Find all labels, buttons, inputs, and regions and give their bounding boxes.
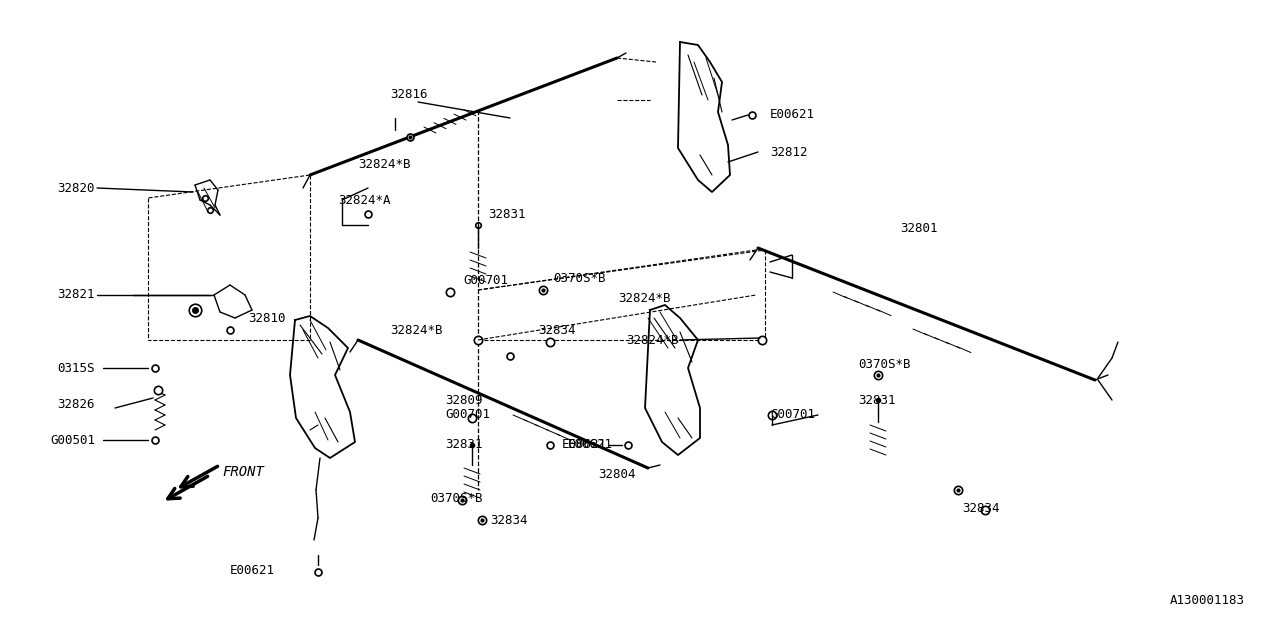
Text: 32824*B: 32824*B bbox=[390, 323, 443, 337]
Text: G00701: G00701 bbox=[463, 273, 508, 287]
Text: 0370S*B: 0370S*B bbox=[858, 358, 910, 371]
Text: E00621: E00621 bbox=[230, 563, 275, 577]
Text: 32834: 32834 bbox=[490, 513, 527, 527]
Text: FRONT: FRONT bbox=[221, 465, 264, 479]
Text: 32809: 32809 bbox=[445, 394, 483, 406]
Text: E00621: E00621 bbox=[771, 109, 815, 122]
Text: 32826: 32826 bbox=[58, 399, 95, 412]
Text: G00701: G00701 bbox=[771, 408, 815, 422]
Text: E00621: E00621 bbox=[568, 438, 613, 451]
Text: 32824*A: 32824*A bbox=[338, 193, 390, 207]
Text: G00501: G00501 bbox=[50, 433, 95, 447]
Text: 32831: 32831 bbox=[445, 438, 483, 451]
Text: 32804: 32804 bbox=[598, 468, 635, 481]
Text: 32821: 32821 bbox=[58, 289, 95, 301]
Text: 0370S*B: 0370S*B bbox=[553, 271, 605, 285]
Text: 32824*B: 32824*B bbox=[626, 333, 678, 346]
Text: 32801: 32801 bbox=[900, 221, 937, 234]
Text: 0315S: 0315S bbox=[58, 362, 95, 374]
Text: G00701: G00701 bbox=[445, 408, 490, 422]
Text: 0370S*B: 0370S*B bbox=[430, 492, 483, 504]
Text: 32810: 32810 bbox=[248, 312, 285, 324]
Text: 32816: 32816 bbox=[390, 88, 428, 102]
Text: 32812: 32812 bbox=[771, 145, 808, 159]
Text: 32831: 32831 bbox=[858, 394, 896, 406]
Text: 32824*B: 32824*B bbox=[358, 159, 411, 172]
Text: A130001183: A130001183 bbox=[1170, 593, 1245, 607]
Text: 32834: 32834 bbox=[963, 502, 1000, 515]
Text: 32820: 32820 bbox=[58, 182, 95, 195]
Text: 32834: 32834 bbox=[538, 323, 576, 337]
Text: E00621: E00621 bbox=[562, 438, 607, 451]
Text: 32824*B: 32824*B bbox=[618, 291, 671, 305]
Text: 32831: 32831 bbox=[488, 209, 526, 221]
